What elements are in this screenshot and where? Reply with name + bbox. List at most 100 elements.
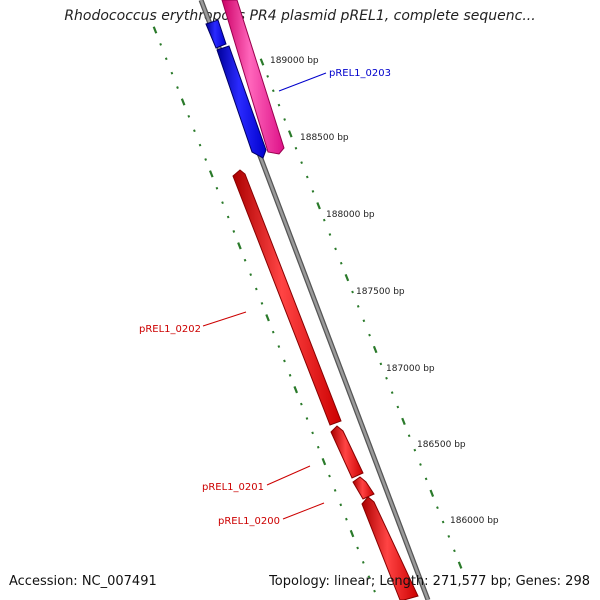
gene-pREL1_0203[interactable]: [205, 19, 267, 159]
scale-label: 188000 bp: [326, 210, 375, 220]
minor-tick: [328, 233, 332, 236]
minor-tick: [311, 189, 315, 193]
minor-tick: [266, 74, 269, 78]
minor-tick: [316, 445, 320, 449]
minor-tick: [368, 333, 371, 337]
minor-tick: [164, 57, 168, 61]
major-tick: [429, 489, 435, 497]
minor-tick: [193, 129, 196, 133]
minor-tick: [339, 503, 343, 507]
minor-tick: [283, 118, 286, 121]
minor-tick: [311, 431, 314, 435]
minor-tick: [351, 290, 354, 294]
minor-tick: [271, 89, 275, 93]
minor-tick: [407, 434, 411, 438]
leader-pREL1_0201: [266, 465, 311, 486]
accession-text: Accession: NC_007491: [9, 574, 157, 589]
minor-tick: [413, 448, 417, 452]
minor-tick: [170, 71, 174, 75]
minor-tick: [300, 161, 303, 165]
minor-tick: [187, 114, 191, 118]
minor-tick: [396, 405, 400, 409]
minor-tick: [215, 186, 219, 190]
minor-tick: [441, 520, 445, 524]
minor-tick: [373, 589, 376, 593]
major-tick: [401, 417, 406, 426]
minor-tick: [305, 417, 309, 420]
scale-label: 187000 bp: [386, 364, 435, 374]
gene-label-pREL1_0201[interactable]: pREL1_0201: [202, 482, 264, 493]
major-tick: [316, 202, 321, 210]
major-tick: [321, 457, 327, 466]
leader-pREL1_0203: [278, 72, 327, 92]
minor-tick: [260, 301, 264, 305]
scale-label: 186000 bp: [450, 516, 499, 526]
leader-pREL1_0200: [282, 502, 325, 520]
scale-label: 189000 bp: [270, 56, 319, 66]
major-tick: [372, 345, 378, 354]
minor-tick: [362, 319, 366, 323]
minor-tick: [232, 230, 236, 233]
gene-pREL1_0202[interactable]: [232, 169, 342, 426]
minor-tick: [226, 215, 230, 219]
minor-tick: [277, 103, 281, 107]
gene-pink[interactable]: [221, 0, 285, 155]
minor-tick: [288, 373, 292, 377]
minor-tick: [277, 345, 281, 348]
minor-tick: [243, 258, 247, 262]
gene-label-pREL1_0203[interactable]: pREL1_0203: [329, 68, 391, 79]
minor-tick: [367, 575, 371, 579]
scale-labels: 189000 bp 188500 bp 188000 bp 187500 bp …: [270, 56, 499, 526]
major-tick: [287, 130, 293, 138]
major-tick: [208, 170, 214, 178]
scale-label: 187500 bp: [356, 287, 405, 297]
map-title: Rhodococcus erythropolis PR4 plasmid pRE…: [64, 8, 536, 24]
major-tick: [265, 314, 270, 322]
inner-tick-track: [152, 26, 376, 593]
minor-tick: [334, 247, 337, 251]
summary-text: Topology: linear; Length: 271,577 bp; Ge…: [269, 574, 590, 589]
minor-tick: [385, 376, 388, 380]
minor-tick: [221, 201, 224, 205]
leader-pREL1_0202: [202, 311, 247, 327]
major-tick: [180, 98, 186, 106]
gene-label-pREL1_0202[interactable]: pREL1_0202: [139, 324, 201, 335]
minor-tick: [436, 506, 439, 510]
major-tick: [237, 242, 242, 250]
minor-tick: [361, 560, 365, 564]
minor-tick: [305, 175, 309, 179]
gene-pREL1_0200-a[interactable]: [352, 476, 375, 500]
minor-tick: [453, 549, 456, 553]
minor-tick: [419, 463, 422, 466]
minor-tick: [328, 474, 331, 478]
major-tick: [152, 26, 158, 34]
minor-tick: [249, 273, 253, 276]
minor-tick: [294, 146, 298, 150]
scale-label: 188500 bp: [300, 133, 349, 143]
gene-pREL1_0200[interactable]: [361, 496, 419, 600]
minor-tick: [322, 218, 326, 222]
scale-label: 186500 bp: [417, 440, 466, 450]
gene-label-pREL1_0200[interactable]: pREL1_0200: [218, 516, 280, 527]
minor-tick: [300, 402, 303, 406]
minor-tick: [390, 391, 394, 395]
minor-tick: [254, 287, 258, 291]
minor-tick: [447, 535, 451, 538]
minor-tick: [379, 362, 383, 366]
major-tick: [259, 58, 265, 66]
minor-tick: [333, 489, 337, 492]
minor-tick: [271, 330, 275, 334]
minor-tick: [159, 42, 162, 46]
outer-tick-track: [259, 58, 463, 569]
gene-pREL1_0201[interactable]: [330, 425, 364, 479]
minor-tick: [339, 261, 343, 265]
minor-tick: [283, 359, 286, 363]
minor-tick: [345, 517, 348, 521]
major-tick: [349, 529, 355, 538]
minor-tick: [204, 158, 207, 161]
minor-tick: [356, 305, 360, 308]
minor-tick: [424, 477, 428, 481]
minor-tick: [356, 546, 359, 550]
minor-tick: [198, 143, 202, 147]
